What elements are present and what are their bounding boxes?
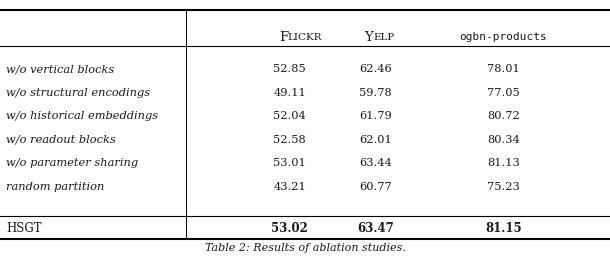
Text: 81.13: 81.13 <box>487 158 520 168</box>
Text: 53.01: 53.01 <box>273 158 306 168</box>
Text: w/o structural encodings: w/o structural encodings <box>6 88 150 98</box>
Text: ogbn-products: ogbn-products <box>459 32 547 42</box>
Text: 43.21: 43.21 <box>273 182 306 192</box>
Text: Y: Y <box>365 31 373 44</box>
Text: 61.79: 61.79 <box>359 111 392 121</box>
Text: 81.15: 81.15 <box>485 222 522 235</box>
Text: w/o readout blocks: w/o readout blocks <box>6 135 116 145</box>
Text: 62.01: 62.01 <box>359 135 392 145</box>
Text: 80.72: 80.72 <box>487 111 520 121</box>
Text: LICKR: LICKR <box>288 33 323 42</box>
Text: Table 2: Results of ablation studies.: Table 2: Results of ablation studies. <box>204 243 406 253</box>
Text: 63.44: 63.44 <box>359 158 392 168</box>
Text: 59.78: 59.78 <box>359 88 392 98</box>
Text: ELP: ELP <box>373 33 395 42</box>
Text: w/o vertical blocks: w/o vertical blocks <box>6 64 114 74</box>
Text: 80.34: 80.34 <box>487 135 520 145</box>
Text: 60.77: 60.77 <box>359 182 392 192</box>
Text: 75.23: 75.23 <box>487 182 520 192</box>
Text: HSGT: HSGT <box>6 222 41 235</box>
Text: random partition: random partition <box>6 182 104 192</box>
Text: 49.11: 49.11 <box>273 88 306 98</box>
Text: 53.02: 53.02 <box>271 222 308 235</box>
Text: w/o parameter sharing: w/o parameter sharing <box>6 158 138 168</box>
Text: 77.05: 77.05 <box>487 88 520 98</box>
Text: 52.85: 52.85 <box>273 64 306 74</box>
Text: 63.47: 63.47 <box>357 222 393 235</box>
Text: 78.01: 78.01 <box>487 64 520 74</box>
Text: F: F <box>279 31 288 44</box>
Text: w/o historical embeddings: w/o historical embeddings <box>6 111 158 121</box>
Text: 52.04: 52.04 <box>273 111 306 121</box>
Text: 62.46: 62.46 <box>359 64 392 74</box>
Text: 52.58: 52.58 <box>273 135 306 145</box>
